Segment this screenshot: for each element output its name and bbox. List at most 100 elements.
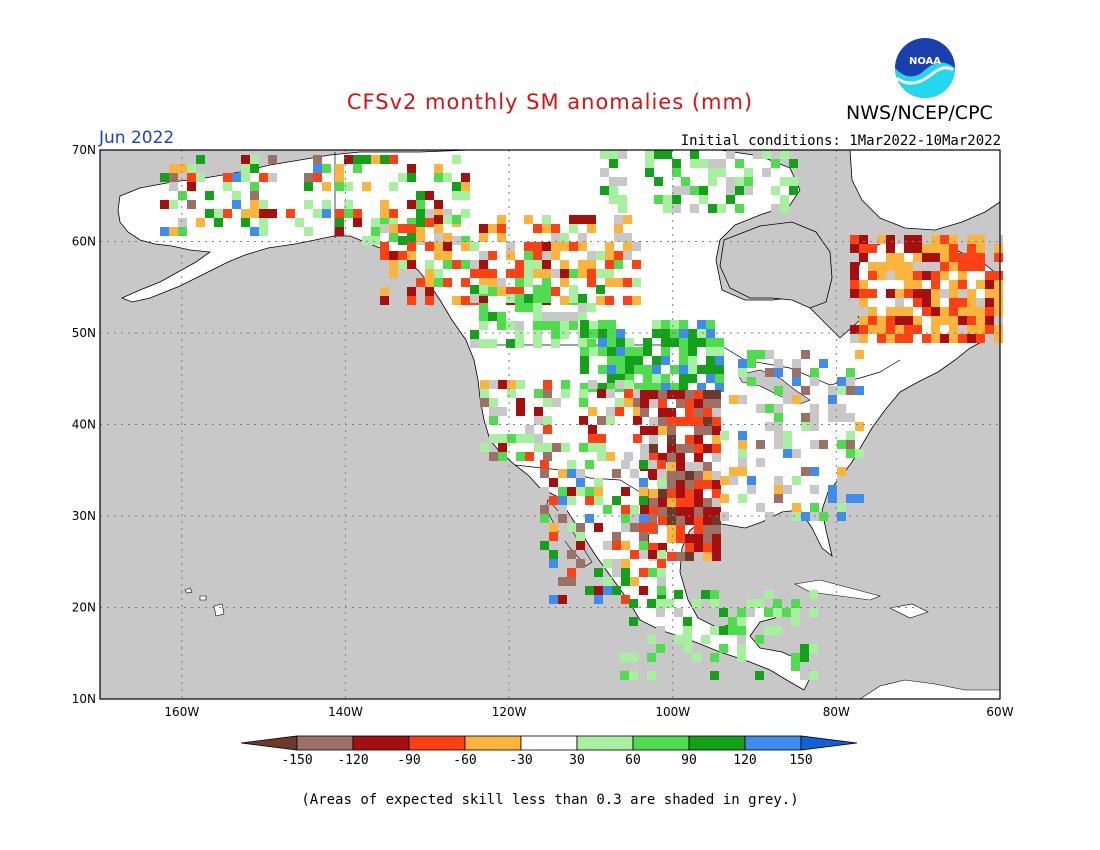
- legend-tick-label: -150: [281, 753, 312, 768]
- anomaly-cell: [967, 325, 976, 334]
- anomaly-cell: [764, 590, 773, 599]
- anomaly-cell: [580, 383, 589, 392]
- anomaly-cell: [904, 316, 913, 325]
- anomaly-cell: [629, 599, 638, 608]
- anomaly-cell: [708, 177, 717, 186]
- anomaly-cell: [470, 339, 479, 348]
- anomaly-cell: [819, 512, 828, 521]
- anomaly-cell: [708, 159, 717, 168]
- anomaly-cell: [737, 653, 746, 662]
- anomaly-cell: [380, 200, 389, 209]
- anomaly-cell: [470, 294, 479, 303]
- anomaly-cell: [958, 280, 967, 289]
- anomaly-cell: [313, 164, 322, 173]
- anomaly-cell: [726, 195, 735, 204]
- anomaly-cell: [587, 303, 596, 312]
- anomaly-cell: [600, 150, 609, 159]
- anomaly-cell: [322, 164, 331, 173]
- anomaly-cell: [958, 334, 967, 343]
- anomaly-cell: [380, 287, 389, 296]
- anomaly-cell: [594, 478, 603, 487]
- anomaly-cell: [715, 338, 724, 347]
- anomaly-cell: [616, 356, 625, 365]
- anomaly-cell: [846, 386, 855, 395]
- anomaly-cell: [868, 244, 877, 253]
- anomaly-cell: [685, 552, 694, 561]
- anomaly-cell: [886, 316, 895, 325]
- anomaly-cell: [855, 350, 864, 359]
- anomaly-cell: [913, 271, 922, 280]
- anomaly-cell: [187, 182, 196, 191]
- anomaly-cell: [540, 505, 549, 514]
- anomaly-cell: [783, 449, 792, 458]
- anomaly-cell: [576, 523, 585, 532]
- anomaly-cell: [976, 262, 985, 271]
- anomaly-cell: [791, 617, 800, 626]
- anomaly-cell: [304, 227, 313, 236]
- anomaly-cell: [810, 404, 819, 413]
- anomaly-cell: [304, 200, 313, 209]
- anomaly-cell: [679, 383, 688, 392]
- anomaly-cell: [639, 496, 648, 505]
- anomaly-cell: [621, 595, 630, 604]
- anomaly-cell: [663, 204, 672, 213]
- anomaly-cell: [958, 325, 967, 334]
- anomaly-cell: [558, 577, 567, 586]
- anomaly-cell: [657, 478, 666, 487]
- anomaly-cell: [868, 262, 877, 271]
- legend-tick-label: 90: [681, 753, 697, 768]
- anomaly-cell: [612, 568, 621, 577]
- anomaly-cell: [886, 262, 895, 271]
- anomaly-cell: [645, 159, 654, 168]
- anomaly-cell: [632, 278, 641, 287]
- anomaly-cell: [949, 244, 958, 253]
- anomaly-cell: [353, 164, 362, 173]
- anomaly-cell: [533, 242, 542, 251]
- anomaly-cell: [712, 399, 721, 408]
- anomaly-cell: [967, 262, 976, 271]
- anomaly-cell: [810, 422, 819, 431]
- anomaly-cell: [683, 626, 692, 635]
- anomaly-cell: [578, 260, 587, 269]
- anomaly-cell: [196, 218, 205, 227]
- anomaly-cell: [744, 177, 753, 186]
- anomaly-cell: [859, 307, 868, 316]
- anomaly-cell: [801, 512, 810, 521]
- anomaly-cell: [676, 489, 685, 498]
- anomaly-cell: [434, 278, 443, 287]
- anomaly-cell: [958, 253, 967, 262]
- legend-swatch: [688, 735, 746, 751]
- anomaly-cell: [389, 233, 398, 242]
- anomaly-cell: [558, 496, 567, 505]
- anomaly-cell: [690, 159, 699, 168]
- anomaly-cell: [516, 407, 525, 416]
- anomaly-cell: [434, 173, 443, 182]
- anomaly-cell: [773, 608, 782, 617]
- anomaly-cell: [540, 514, 549, 523]
- anomaly-cell: [712, 489, 721, 498]
- anomaly-cell: [837, 386, 846, 395]
- anomaly-cell: [801, 350, 810, 359]
- anomaly-cell: [434, 242, 443, 251]
- anomaly-cell: [886, 271, 895, 280]
- anomaly-cell: [160, 173, 169, 182]
- anomaly-cell: [667, 435, 676, 444]
- anomaly-cell: [525, 452, 534, 461]
- anomaly-cell: [931, 271, 940, 280]
- anomaly-cell: [587, 215, 596, 224]
- anomaly-cell: [904, 271, 913, 280]
- anomaly-cell: [710, 590, 719, 599]
- anomaly-cell: [809, 608, 818, 617]
- anomaly-cell: [648, 469, 657, 478]
- anomaly-cell: [643, 338, 652, 347]
- anomaly-cell: [735, 177, 744, 186]
- anomaly-cell: [629, 617, 638, 626]
- anomaly-cell: [850, 235, 859, 244]
- anomaly-cell: [612, 586, 621, 595]
- anomaly-cell: [560, 312, 569, 321]
- anomaly-cell: [205, 209, 214, 218]
- anomaly-cell: [268, 173, 277, 182]
- anomaly-cell: [322, 200, 331, 209]
- anomaly-cell: [480, 443, 489, 452]
- anomaly-cell: [649, 453, 658, 462]
